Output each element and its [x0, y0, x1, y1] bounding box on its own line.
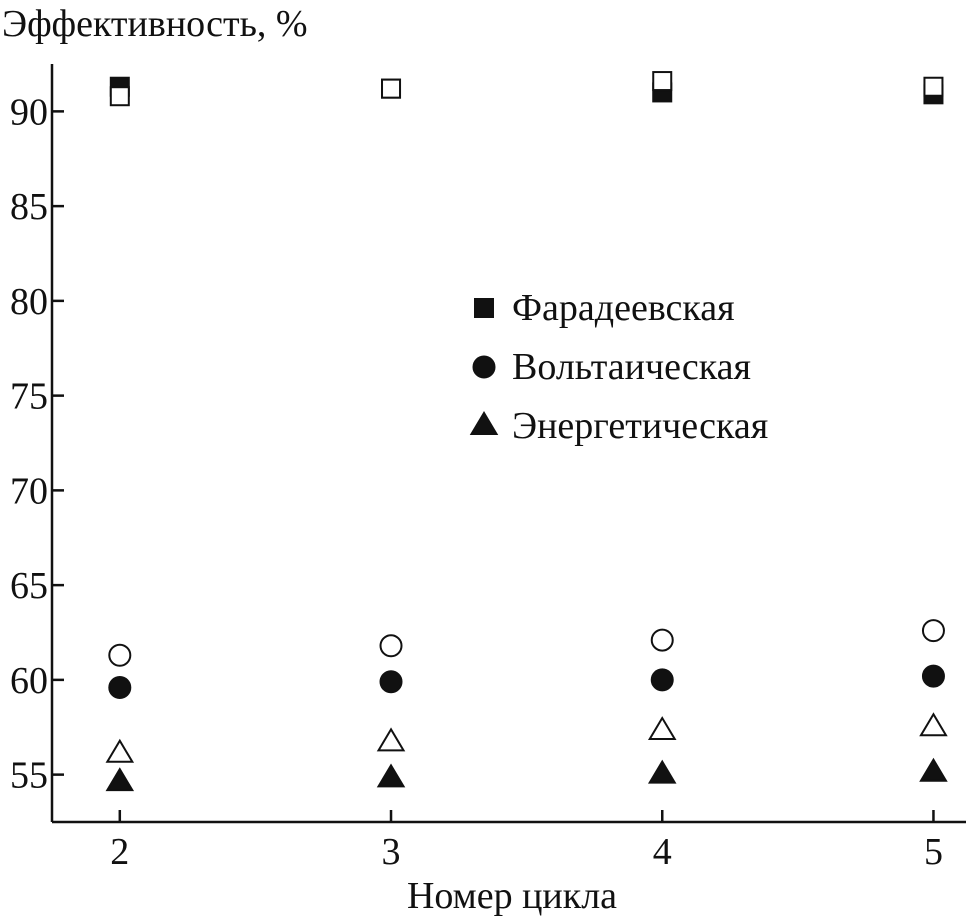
triangle-filled-point [647, 759, 677, 784]
y-tick-label: 55 [10, 755, 48, 797]
circle-open-point [650, 628, 674, 652]
square-open-point [381, 78, 402, 99]
x-axis-title: Номер цикла [407, 875, 617, 917]
square-open-point [652, 71, 673, 92]
legend-label: Энергетическая [512, 405, 768, 447]
y-tick-label: 80 [10, 281, 48, 323]
triangle-open-point [376, 727, 406, 752]
y-tick-label: 90 [10, 91, 48, 133]
x-tick-label: 2 [110, 831, 129, 873]
legend-square-icon [474, 298, 494, 318]
y-axis-title: Эффективность, % [2, 3, 308, 45]
triangle-filled-point [105, 767, 135, 792]
triangle-open-point [647, 716, 677, 741]
legend-triangle-icon [469, 411, 499, 435]
x-tick-label: 5 [924, 831, 943, 873]
triangle-open-point [919, 712, 948, 737]
y-tick-label: 65 [10, 565, 48, 607]
square-open-point [109, 86, 130, 107]
legend-label: Вольтаическая [512, 346, 751, 388]
triangle-filled-point [919, 757, 948, 782]
x-tick-label: 3 [382, 831, 401, 873]
square-open-point [923, 76, 944, 97]
legend-label: Фарадеевская [512, 287, 735, 329]
legend-circle-icon [472, 355, 496, 379]
y-tick-label: 60 [10, 660, 48, 702]
circle-filled-point [379, 670, 403, 694]
circle-filled-point [650, 668, 674, 692]
circle-filled-point [921, 664, 945, 688]
y-tick-label: 75 [10, 376, 48, 418]
circle-open-point [108, 643, 132, 667]
axis-ticks: 55 60 65 70 75 80 85 90 2 3 4 5 [10, 91, 943, 873]
legend: Фарадеевская Вольтаическая Энергетическая [469, 287, 768, 447]
y-tick-label: 85 [10, 186, 48, 228]
triangle-open-point [105, 738, 135, 763]
x-tick-label: 4 [653, 831, 672, 873]
circle-open-point [379, 634, 403, 658]
data-points [105, 71, 948, 792]
triangle-filled-point [376, 763, 406, 788]
circle-filled-point [108, 675, 132, 699]
circle-open-point [921, 619, 945, 643]
y-tick-label: 70 [10, 470, 48, 512]
